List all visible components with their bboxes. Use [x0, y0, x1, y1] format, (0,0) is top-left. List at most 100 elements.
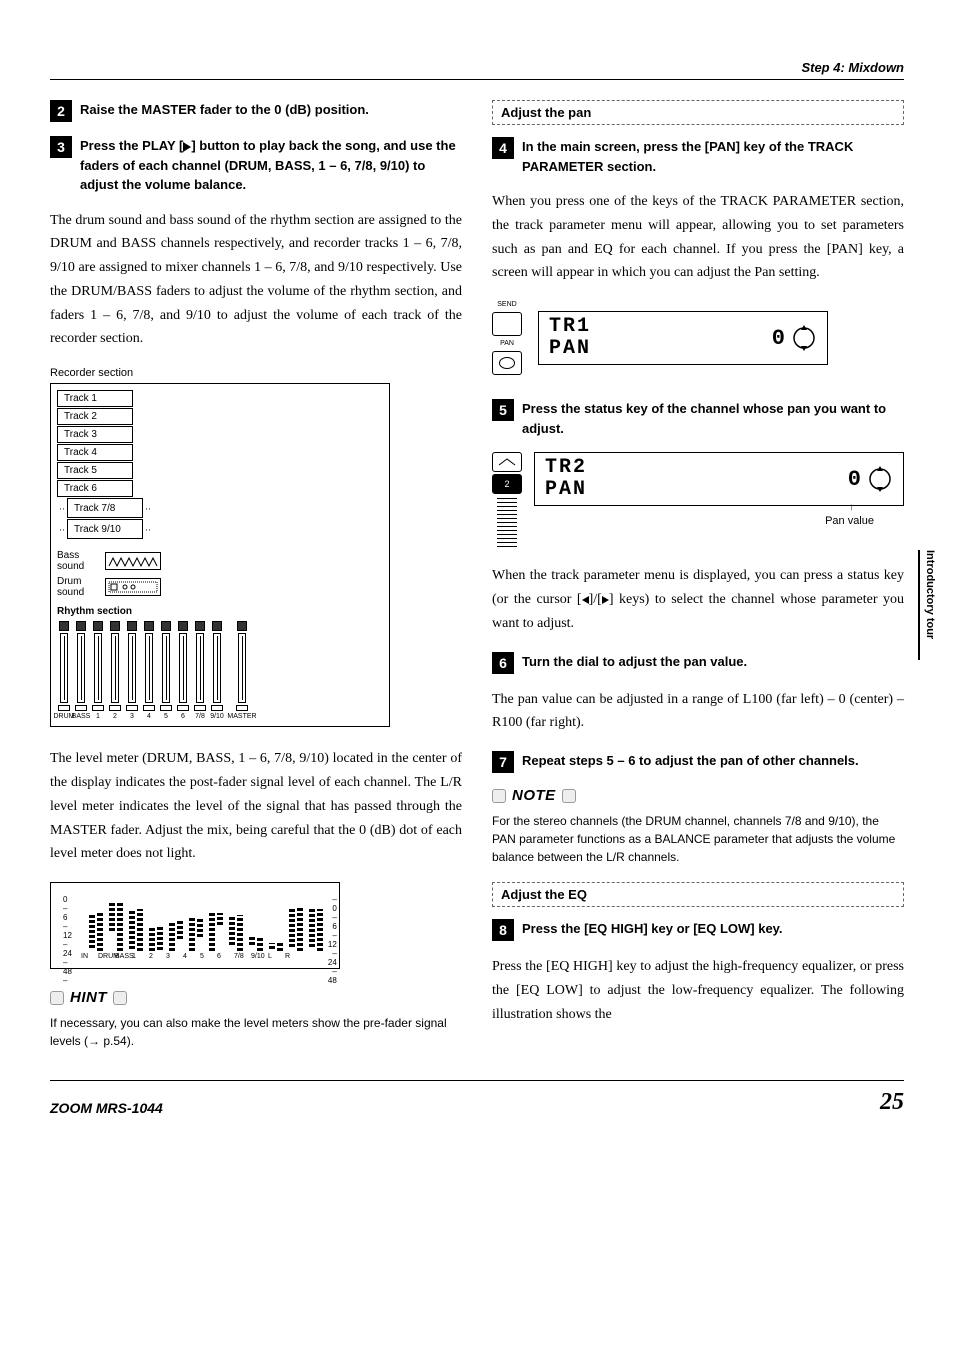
meter-bar-pair: [189, 917, 203, 951]
fader-row: DRUMBASS1234567/89/10 MASTER: [57, 621, 383, 720]
hint-icon: [113, 991, 127, 1005]
status-key-number[interactable]: 2: [492, 474, 522, 494]
rhythm-label: Rhythm section: [57, 606, 383, 617]
step-5-text: Press the status key of the channel whos…: [522, 399, 904, 438]
step-number: 3: [50, 136, 72, 158]
hint-heading: HINT: [50, 989, 462, 1006]
lcd-line2: PAN: [545, 479, 587, 501]
meter-bar-pair: [129, 909, 143, 951]
left-column: 2 Raise the MASTER fader to the 0 (dB) p…: [50, 100, 462, 1050]
track-box: Track 2: [57, 408, 133, 425]
step-3-text: Press the PLAY [] button to play back th…: [80, 136, 462, 195]
pan-button[interactable]: [492, 351, 522, 375]
recorder-diagram: Recorder section Track 1 Track 2 Track 3…: [50, 367, 462, 727]
meter-labels: INDRUMBASS1234567/89/10LR: [59, 953, 331, 960]
fader[interactable]: 3: [125, 621, 139, 720]
meter-bar-pair: [89, 913, 103, 951]
adjust-pan-heading: Adjust the pan: [492, 100, 904, 125]
footer-model: ZOOM MRS-1044: [50, 1100, 163, 1116]
track-box: Track 9/10: [67, 519, 143, 539]
hint-body: If necessary, you can also make the leve…: [50, 1014, 462, 1050]
step-number: 4: [492, 137, 514, 159]
lcd-value: 0: [772, 326, 785, 351]
step-8-text: Press the [EQ HIGH] key or [EQ LOW] key.: [522, 919, 783, 939]
lcd-line1: TR1: [549, 316, 591, 338]
meter-bar-pair: [149, 926, 163, 951]
track-box: Track 4: [57, 444, 133, 461]
meter-bar-pair: [249, 937, 263, 951]
bass-sound-box: [105, 552, 161, 570]
track-box: Track 7/8: [67, 498, 143, 518]
hint-title: HINT: [70, 989, 107, 1006]
fader[interactable]: DRUM: [57, 621, 71, 720]
fader[interactable]: 9/10: [210, 621, 224, 720]
step-4: 4 In the main screen, press the [PAN] ke…: [492, 137, 904, 176]
recorder-section-label: Recorder section: [50, 367, 462, 379]
step-6-text: Turn the dial to adjust the pan value.: [522, 652, 747, 672]
lcd-screen: TR2 PAN 0: [534, 452, 904, 506]
dial-icon: [867, 466, 893, 492]
status-key-button[interactable]: [492, 452, 522, 472]
lcd-value: 0: [848, 467, 861, 492]
dial-icon: [791, 325, 817, 351]
lcd-line2: PAN: [549, 338, 591, 360]
meter-bar-pair: [309, 909, 323, 951]
footer-page: 25: [880, 1089, 904, 1116]
cursor-left-icon: [582, 596, 589, 604]
pan-value-label: Pan value: [534, 515, 904, 527]
lcd-screen: TR1 PAN 0: [538, 311, 828, 365]
fader[interactable]: 7/8: [193, 621, 207, 720]
lcd-line1: TR2: [545, 457, 587, 479]
cursor-right-icon: [602, 596, 609, 604]
track-box: Track 3: [57, 426, 133, 443]
bass-label: Bass sound: [57, 550, 101, 572]
paragraph-2: The level meter (DRUM, BASS, 1 – 6, 7/8,…: [50, 747, 462, 866]
send-label: SEND: [497, 301, 516, 308]
meter-bar-pair: [229, 915, 243, 951]
send-button[interactable]: [492, 312, 522, 336]
header-rule: [50, 79, 904, 80]
fader[interactable]: 4: [142, 621, 156, 720]
status-fader[interactable]: [497, 498, 517, 548]
paragraph-6: Press the [EQ HIGH] key to adjust the hi…: [492, 955, 904, 1026]
meter-scale-left: 0 – 6 – 12 – 24 – 48 –: [63, 895, 72, 951]
pan-label: PAN: [500, 340, 514, 347]
track-box: Track 1: [57, 390, 133, 407]
step-header: Step 4: Mixdown: [50, 60, 904, 75]
paragraph-1: The drum sound and bass sound of the rhy…: [50, 209, 462, 352]
adjust-eq-heading: Adjust the EQ: [492, 882, 904, 907]
meter-bar-pair: [269, 943, 283, 951]
track-box: Track 6: [57, 480, 133, 497]
meter-scale-right: – 0 – 6 – 12 – 24 – 48: [328, 895, 337, 951]
note-body: For the stereo channels (the DRUM channe…: [492, 812, 904, 866]
drum-sound-box: [105, 578, 161, 596]
note-heading: NOTE: [492, 787, 904, 804]
fader[interactable]: 1: [91, 621, 105, 720]
step-4-text: In the main screen, press the [PAN] key …: [522, 137, 904, 176]
track-box: Track 5: [57, 462, 133, 479]
step-6: 6 Turn the dial to adjust the pan value.: [492, 652, 904, 674]
step-2-text: Raise the MASTER fader to the 0 (dB) pos…: [80, 100, 369, 120]
paragraph-4: When the track parameter menu is display…: [492, 564, 904, 635]
fader[interactable]: BASS: [74, 621, 88, 720]
fader[interactable]: 5: [159, 621, 173, 720]
hint-icon: [50, 991, 64, 1005]
step-number: 7: [492, 751, 514, 773]
meter-bar-pair: [289, 907, 303, 951]
lcd-diagram-1: SEND PAN TR1 PAN 0: [492, 301, 904, 375]
paragraph-3: When you press one of the keys of the TR…: [492, 190, 904, 285]
step-2: 2 Raise the MASTER fader to the 0 (dB) p…: [50, 100, 462, 122]
note-icon: [492, 789, 506, 803]
play-icon: [183, 142, 191, 152]
drum-label: Drum sound: [57, 576, 101, 598]
fader[interactable]: MASTER: [235, 621, 249, 720]
step-3: 3 Press the PLAY [] button to play back …: [50, 136, 462, 195]
right-column: Adjust the pan 4 In the main screen, pre…: [492, 100, 904, 1050]
fader[interactable]: 2: [108, 621, 122, 720]
step-7-text: Repeat steps 5 – 6 to adjust the pan of …: [522, 751, 859, 771]
fader[interactable]: 6: [176, 621, 190, 720]
step-8: 8 Press the [EQ HIGH] key or [EQ LOW] ke…: [492, 919, 904, 941]
meter-bar-pair: [209, 913, 223, 951]
footer: ZOOM MRS-1044 25: [50, 1080, 904, 1116]
pan-value-arrow: ↑: [534, 502, 904, 513]
